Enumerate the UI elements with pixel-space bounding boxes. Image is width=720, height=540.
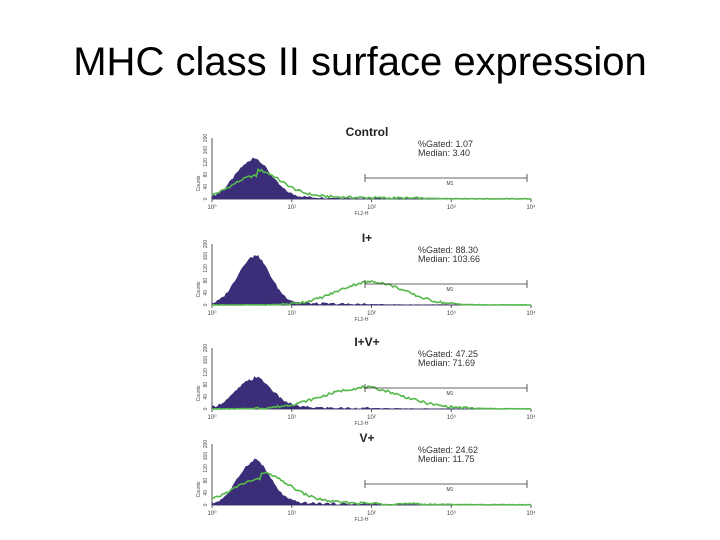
stat-3-0: %Gated: 24.62 xyxy=(418,445,478,455)
y-tick-label-1-3: 120 xyxy=(203,264,209,273)
stat-0-1: Median: 3.40 xyxy=(418,148,470,158)
y-tick-label-0-4: 160 xyxy=(203,146,209,155)
y-tick-label-1-2: 80 xyxy=(203,278,209,284)
x-axis-label-3: FL2-H xyxy=(355,517,369,523)
x-axis-label-1: FL2-H xyxy=(355,317,369,323)
x-tick-label-1-4: 10⁴ xyxy=(526,310,536,317)
y-tick-label-0-0: 0 xyxy=(203,197,209,200)
y-tick-label-2-4: 160 xyxy=(203,356,209,365)
slide-title: MHC class II surface expression xyxy=(73,40,647,84)
gate-label-3: M1 xyxy=(447,487,454,493)
x-tick-label-2-4: 10⁴ xyxy=(526,414,536,421)
y-tick-label-3-4: 160 xyxy=(203,452,209,461)
y-tick-label-0-3: 120 xyxy=(203,158,209,167)
y-axis-label-3: Counts xyxy=(196,481,202,497)
line-histogram-0 xyxy=(211,167,532,201)
gate-label-0: M1 xyxy=(447,181,454,187)
y-tick-label-0-1: 40 xyxy=(203,184,209,190)
x-tick-label-3-3: 10³ xyxy=(447,511,456,517)
y-tick-label-3-5: 200 xyxy=(203,440,209,449)
y-axis-label-0: Counts xyxy=(196,175,202,191)
filled-histogram-3 xyxy=(211,458,532,506)
x-tick-label-0-4: 10⁴ xyxy=(526,204,536,211)
stat-1-0: %Gated: 88.30 xyxy=(418,245,478,255)
x-tick-label-0-1: 10¹ xyxy=(287,205,296,211)
x-axis-label-0: FL2-H xyxy=(355,211,369,217)
y-tick-label-1-4: 160 xyxy=(203,252,209,261)
filled-histogram-2 xyxy=(211,376,532,410)
x-tick-label-2-1: 10¹ xyxy=(287,415,296,421)
x-tick-label-0-0: 10⁰ xyxy=(207,204,217,211)
line-histogram-1 xyxy=(211,279,532,306)
line-histogram-3 xyxy=(211,471,531,506)
y-axis-label-2: Counts xyxy=(196,385,202,401)
y-tick-label-2-3: 120 xyxy=(203,368,209,377)
x-tick-label-2-2: 10² xyxy=(367,415,376,421)
x-axis-label-2: FL2-H xyxy=(355,421,369,427)
y-tick-label-2-5: 200 xyxy=(203,344,209,353)
y-tick-label-1-5: 200 xyxy=(203,240,209,249)
y-axis-label-1: Counts xyxy=(196,281,202,297)
y-tick-label-0-5: 200 xyxy=(203,134,209,143)
panel-title-1: I+ xyxy=(362,231,372,245)
x-tick-label-0-2: 10² xyxy=(367,205,376,211)
y-tick-label-1-0: 0 xyxy=(203,303,209,306)
panel-title-2: I+V+ xyxy=(354,335,379,349)
stat-2-0: %Gated: 47.25 xyxy=(418,349,478,359)
panel-title-3: V+ xyxy=(359,431,374,445)
stat-2-1: Median: 71.69 xyxy=(418,358,475,368)
gate-label-1: M1 xyxy=(447,287,454,293)
x-tick-label-2-3: 10³ xyxy=(447,415,456,421)
panel-title-0: Control xyxy=(346,125,389,139)
x-tick-label-1-3: 10³ xyxy=(447,311,456,317)
x-tick-label-1-2: 10² xyxy=(367,311,376,317)
x-tick-label-3-2: 10² xyxy=(367,511,376,517)
x-tick-label-1-1: 10¹ xyxy=(287,311,296,317)
y-tick-label-3-1: 40 xyxy=(203,490,209,496)
x-tick-label-0-3: 10³ xyxy=(447,205,456,211)
stat-1-1: Median: 103.66 xyxy=(418,254,480,264)
gate-label-2: M1 xyxy=(447,391,454,397)
y-tick-label-3-3: 120 xyxy=(203,464,209,473)
y-tick-label-3-2: 80 xyxy=(203,478,209,484)
x-tick-label-2-0: 10⁰ xyxy=(207,414,217,421)
line-histogram-2 xyxy=(212,384,532,410)
x-tick-label-3-4: 10⁴ xyxy=(526,510,536,517)
y-tick-label-1-1: 40 xyxy=(203,290,209,296)
y-tick-label-2-2: 80 xyxy=(203,382,209,388)
y-tick-label-2-1: 40 xyxy=(203,394,209,400)
stat-3-1: Median: 11.75 xyxy=(418,454,474,464)
y-tick-label-3-0: 0 xyxy=(203,503,209,506)
stat-0-0: %Gated: 1.07 xyxy=(418,139,473,149)
x-tick-label-1-0: 10⁰ xyxy=(207,310,217,317)
y-tick-label-0-2: 80 xyxy=(203,172,209,178)
x-tick-label-3-0: 10⁰ xyxy=(207,510,217,517)
x-tick-label-3-1: 10¹ xyxy=(287,511,296,517)
y-tick-label-2-0: 0 xyxy=(203,407,209,410)
